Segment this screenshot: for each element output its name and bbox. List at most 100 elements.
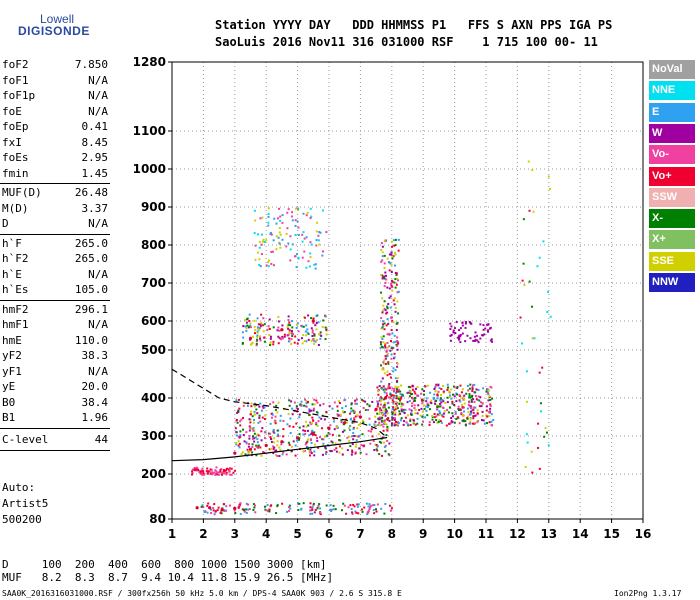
- echo-point: [448, 390, 451, 393]
- echo-point: [380, 291, 383, 294]
- echo-point: [403, 412, 406, 415]
- echo-point: [315, 411, 318, 414]
- echo-point: [375, 510, 378, 513]
- echo-point: [439, 393, 442, 396]
- echo-point: [306, 446, 309, 449]
- echo-point: [440, 421, 443, 424]
- echo-point: [324, 326, 327, 329]
- echo-point: [389, 396, 392, 399]
- echo-point: [387, 453, 390, 456]
- echo-point: [394, 423, 397, 426]
- echo-point: [548, 187, 551, 190]
- echo-point: [321, 427, 324, 430]
- echo-point: [203, 510, 206, 513]
- legend-item-vo: Vo+: [649, 166, 695, 186]
- echo-point: [392, 299, 395, 302]
- echo-point: [253, 418, 256, 421]
- echo-point: [277, 342, 280, 345]
- echo-point: [380, 441, 383, 444]
- echo-point: [275, 404, 278, 407]
- echo-point: [309, 509, 312, 512]
- echo-point: [474, 331, 477, 334]
- echo-point: [468, 321, 471, 324]
- echo-point: [217, 473, 220, 476]
- echo-point: [267, 510, 270, 513]
- echo-point: [402, 408, 405, 411]
- param-foes: foEs 2.95: [2, 151, 108, 165]
- echo-point: [376, 405, 379, 408]
- echo-point: [201, 473, 204, 476]
- echo-point: [248, 429, 251, 432]
- echo-point: [377, 403, 380, 406]
- echo-point: [312, 322, 315, 325]
- echo-point: [413, 407, 416, 410]
- echo-point: [486, 330, 489, 333]
- echo-point: [473, 406, 476, 409]
- echo-point: [458, 329, 461, 332]
- echo-point: [276, 454, 279, 457]
- echo-point: [264, 437, 267, 440]
- echo-point: [383, 402, 386, 405]
- echo-point: [546, 310, 549, 313]
- param-value: 2.95: [81, 151, 109, 164]
- echo-point: [212, 509, 215, 512]
- echo-point: [473, 401, 476, 404]
- echo-point: [455, 417, 458, 420]
- echo-point: [235, 399, 238, 402]
- echo-point: [239, 424, 242, 427]
- echo-point: [241, 508, 244, 511]
- echo-point: [466, 415, 469, 418]
- echo-point: [477, 341, 480, 344]
- echo-point: [286, 423, 289, 426]
- echo-point: [278, 337, 281, 340]
- echo-point: [276, 433, 279, 436]
- echo-point: [393, 422, 396, 425]
- echo-point: [378, 440, 381, 443]
- echo-point: [409, 418, 412, 421]
- echo-point: [371, 435, 374, 438]
- echo-point: [213, 503, 216, 506]
- echo-point: [327, 444, 330, 447]
- echo-point: [295, 266, 298, 269]
- echo-point: [292, 425, 295, 428]
- echo-point: [191, 468, 194, 471]
- echo-point: [237, 435, 240, 438]
- echo-point: [384, 421, 387, 424]
- echo-point: [305, 236, 308, 239]
- echo-point: [313, 511, 316, 514]
- x-tick-label: 15: [603, 527, 620, 541]
- echo-point: [393, 251, 396, 254]
- echo-point: [459, 341, 462, 344]
- echo-point: [400, 417, 403, 420]
- echo-point: [337, 400, 340, 403]
- echo-point: [287, 327, 290, 330]
- echo-point: [387, 384, 390, 387]
- echo-point: [288, 330, 291, 333]
- echo-point: [422, 399, 425, 402]
- echo-point: [313, 334, 316, 337]
- echo-point: [394, 385, 397, 388]
- echo-point: [458, 337, 461, 340]
- echo-point: [461, 396, 464, 399]
- echo-point: [451, 415, 454, 418]
- echo-point: [336, 409, 339, 412]
- echo-point: [477, 395, 480, 398]
- echo-point: [245, 502, 248, 505]
- echo-point: [541, 366, 544, 369]
- echo-point: [269, 403, 272, 406]
- echo-point: [379, 343, 382, 346]
- echo-point: [271, 413, 274, 416]
- echo-point: [346, 449, 349, 452]
- echo-point: [257, 444, 260, 447]
- echo-point: [261, 427, 264, 430]
- echo-point: [252, 421, 255, 424]
- echo-point: [393, 387, 396, 390]
- y-tick-label: 80: [149, 512, 166, 526]
- echo-point: [451, 402, 454, 405]
- echo-point: [467, 410, 470, 413]
- echo-point: [283, 333, 286, 336]
- echo-point: [467, 389, 470, 392]
- y-tick-label: 700: [141, 276, 166, 290]
- echo-point: [462, 406, 465, 409]
- echo-point: [269, 436, 272, 439]
